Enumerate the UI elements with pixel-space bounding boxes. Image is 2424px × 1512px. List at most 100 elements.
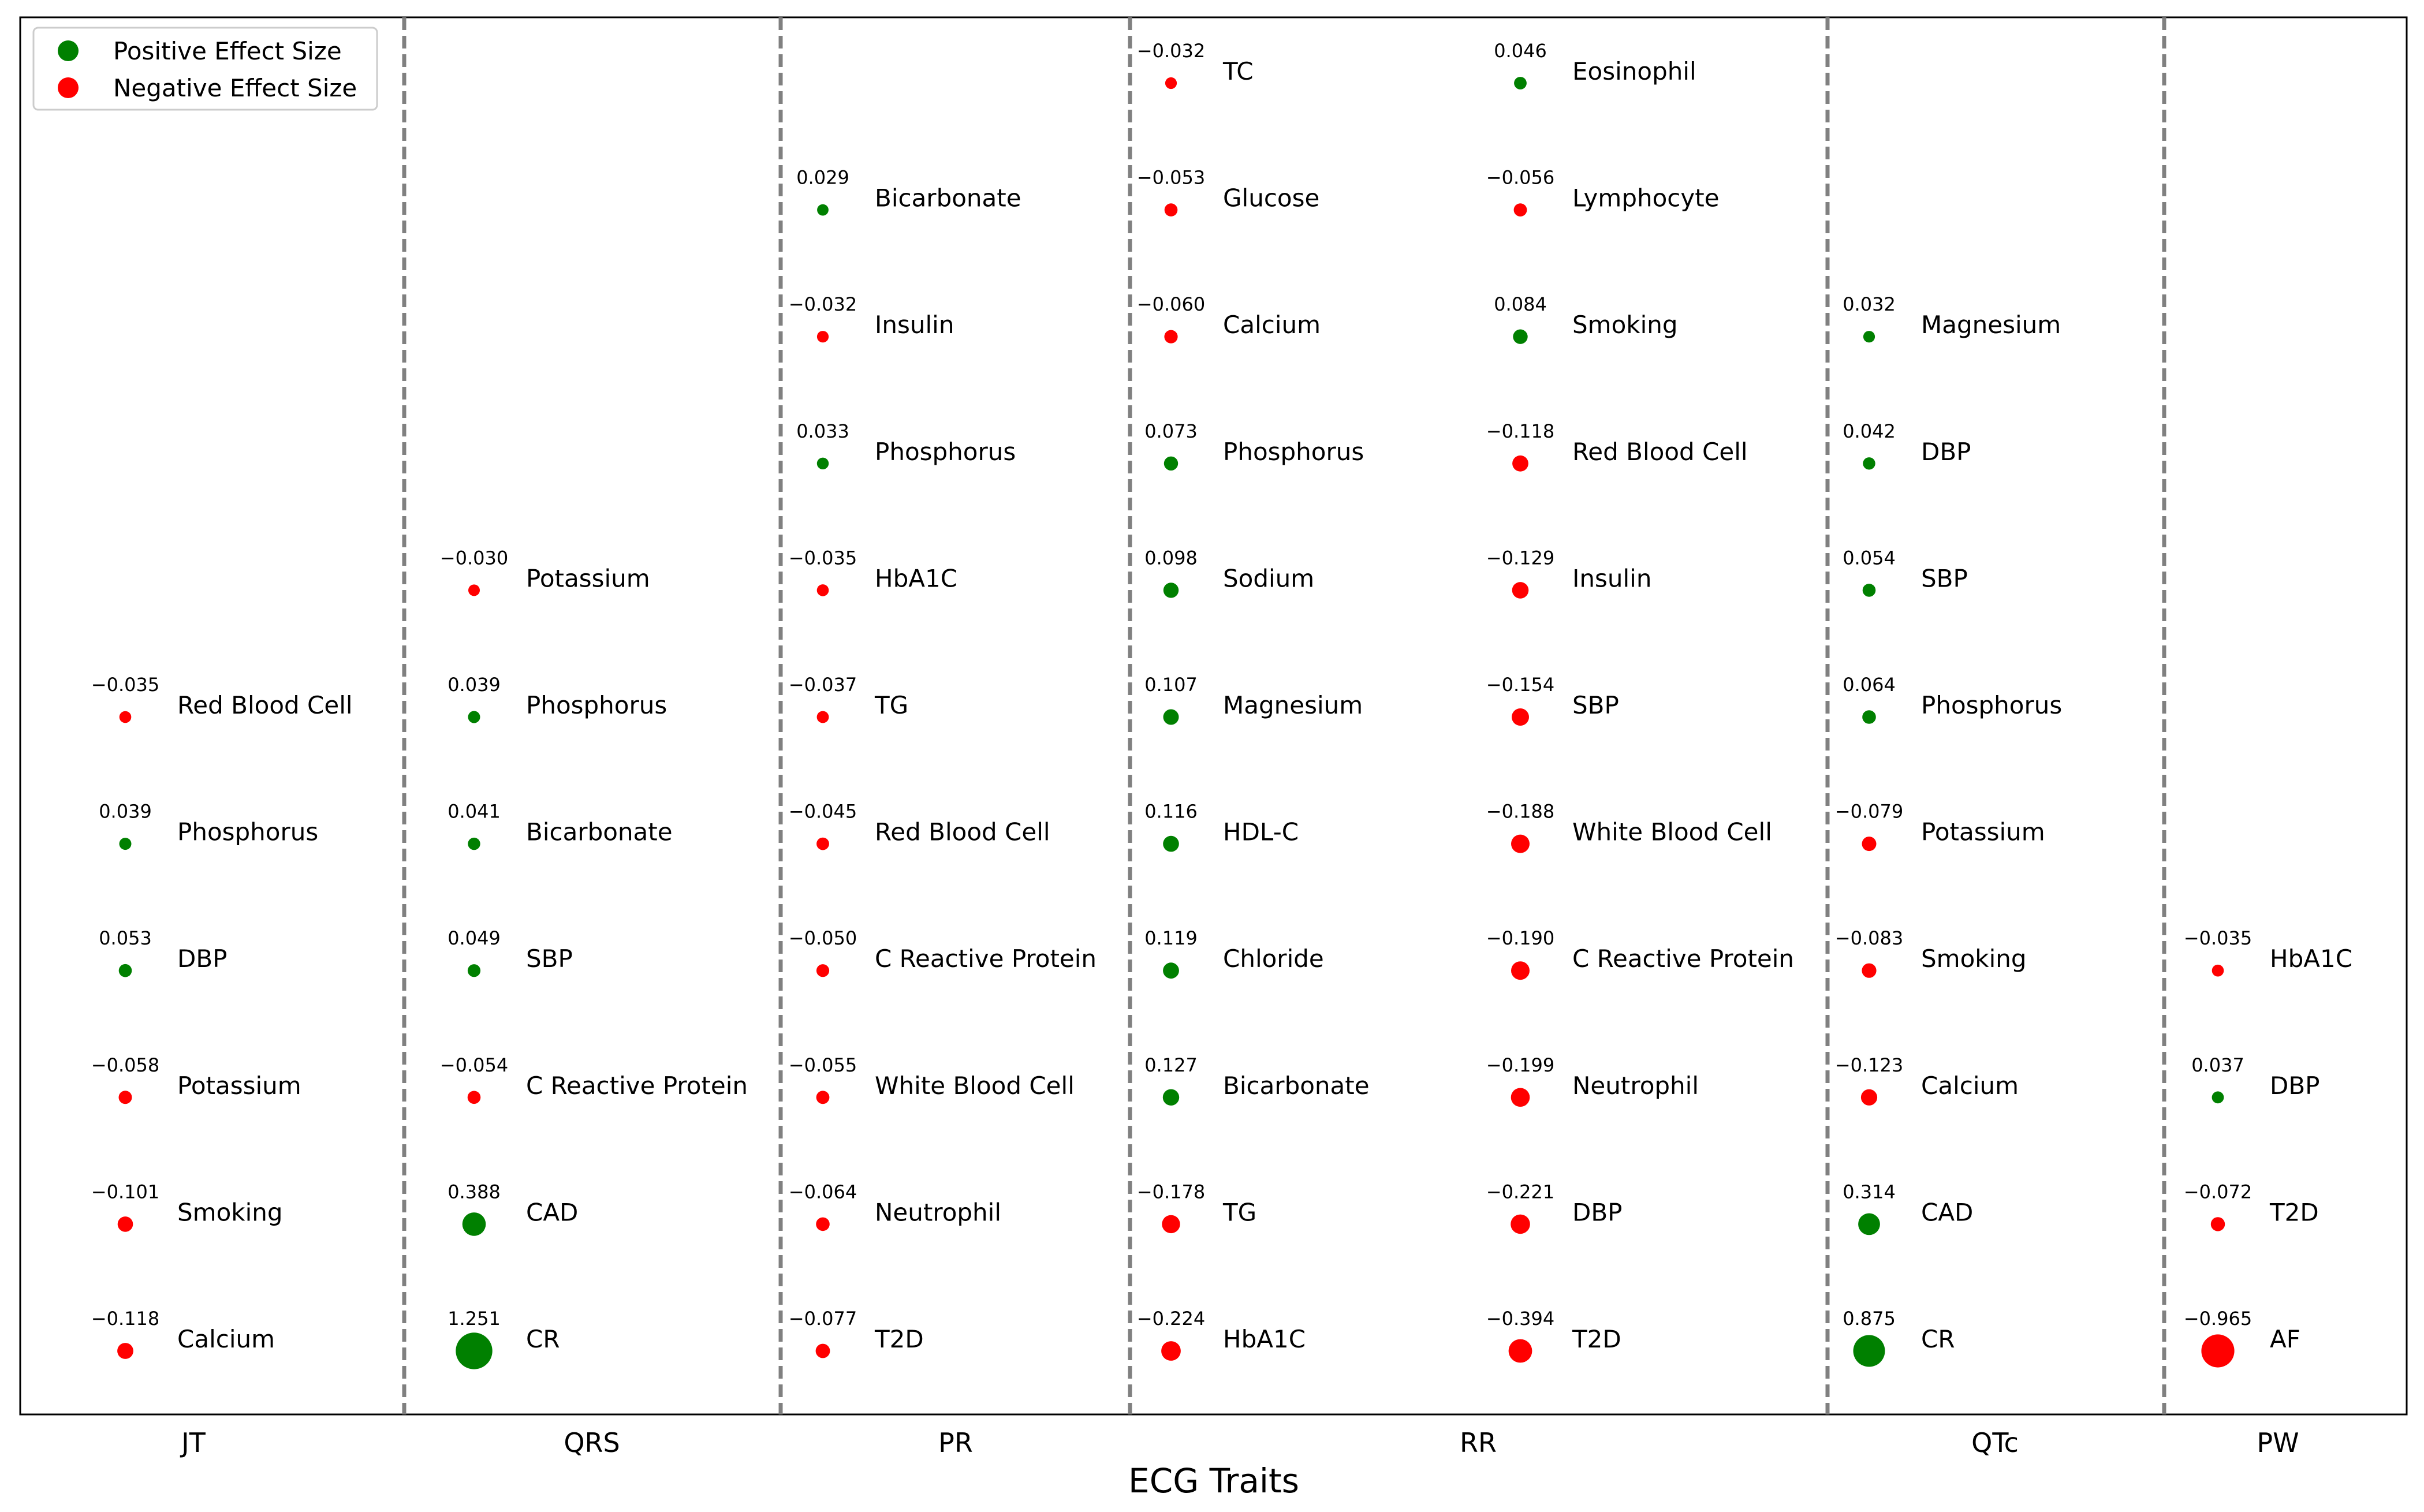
- data-point-label: Potassium: [526, 564, 650, 592]
- x-tick-label: QRS: [564, 1427, 620, 1458]
- data-point-value: −0.188: [1486, 801, 1554, 823]
- data-point: [1512, 582, 1529, 599]
- data-point: [816, 711, 829, 723]
- data-point-value: 0.116: [1144, 801, 1198, 823]
- data-point-value: 0.084: [1494, 293, 1547, 315]
- data-point: [118, 964, 132, 977]
- data-point-label: SBP: [1572, 691, 1619, 719]
- data-point-value: 0.875: [1843, 1308, 1896, 1330]
- legend-box: [32, 27, 378, 111]
- data-point-value: −0.064: [789, 1181, 857, 1203]
- data-point-label: DBP: [2270, 1072, 2319, 1100]
- data-point: [1862, 584, 1876, 597]
- x-axis-title: ECG Traits: [1128, 1461, 1299, 1500]
- data-point-label: Red Blood Cell: [875, 818, 1050, 846]
- data-point-value: 0.037: [2191, 1054, 2244, 1076]
- data-point-value: −0.178: [1137, 1181, 1205, 1203]
- legend-positive-marker: [58, 40, 79, 61]
- data-point-value: −0.123: [1835, 1054, 1903, 1076]
- group-dividers: [402, 17, 2166, 1414]
- data-point-label: HDL-C: [1223, 818, 1299, 846]
- data-point: [118, 1091, 132, 1104]
- data-point: [1858, 1213, 1880, 1235]
- data-point-value: 0.039: [447, 674, 501, 696]
- data-point: [2212, 964, 2224, 977]
- data-point-value: −0.221: [1486, 1181, 1554, 1203]
- data-point-label: Red Blood Cell: [177, 691, 353, 719]
- data-point-label: Calcium: [1921, 1072, 2019, 1100]
- data-point-value: 0.098: [1144, 547, 1198, 569]
- data-point: [1860, 1089, 1878, 1106]
- data-point-label: SBP: [526, 944, 573, 973]
- data-point-value: −0.224: [1137, 1308, 1205, 1330]
- data-point: [1511, 961, 1530, 980]
- legend-positive-label: Positive Effect Size: [113, 37, 342, 65]
- data-point-value: −0.045: [789, 801, 857, 823]
- data-point-value: 0.053: [99, 927, 152, 949]
- data-point: [1163, 709, 1179, 725]
- data-point: [467, 964, 481, 977]
- data-point-label: HbA1C: [1223, 1325, 1306, 1353]
- legend-negative-marker: [58, 77, 79, 98]
- x-axis-ticks: JT QRS PR RR QTc PW: [180, 1427, 2299, 1458]
- data-point-value: 0.039: [99, 801, 152, 823]
- data-point-value: 0.033: [796, 420, 849, 442]
- data-point-value: 0.107: [1144, 674, 1198, 696]
- data-point-label: Insulin: [1572, 564, 1651, 592]
- data-point-value: −0.118: [1486, 420, 1554, 442]
- data-point-label: Phosphorus: [177, 818, 318, 846]
- data-point-label: Bicarbonate: [1223, 1072, 1370, 1100]
- data-point-label: Smoking: [1921, 944, 2027, 973]
- data-point-label: Calcium: [177, 1325, 275, 1353]
- data-point-label: White Blood Cell: [1572, 818, 1772, 846]
- data-point-value: −0.083: [1835, 927, 1903, 949]
- x-tick-label: JT: [180, 1427, 206, 1458]
- data-point: [816, 964, 830, 977]
- data-point-value: 1.251: [447, 1308, 501, 1330]
- data-point: [467, 1091, 481, 1104]
- data-point-label: Magnesium: [1921, 311, 2061, 339]
- data-point-label: Lymphocyte: [1572, 184, 1720, 212]
- data-point-label: Neutrophil: [1572, 1072, 1699, 1100]
- data-point: [1508, 1339, 1532, 1363]
- data-points: −0.118 Calcium −0.101 Smoking −0.058 Potassiu…: [91, 40, 2352, 1369]
- data-point-value: −0.965: [2184, 1308, 2252, 1330]
- data-point-value: −0.056: [1486, 167, 1554, 189]
- data-point-label: CR: [1921, 1325, 1955, 1353]
- data-point-label: Red Blood Cell: [1572, 438, 1748, 466]
- data-point-label: HbA1C: [2270, 944, 2352, 973]
- data-point-value: −0.035: [789, 547, 857, 569]
- data-point: [1511, 1214, 1530, 1234]
- data-point-label: Phosphorus: [1921, 691, 2062, 719]
- data-point-value: 0.054: [1843, 547, 1896, 569]
- data-point-label: Bicarbonate: [526, 818, 673, 846]
- data-point-value: 0.041: [447, 801, 501, 823]
- data-point-label: C Reactive Protein: [875, 944, 1097, 973]
- data-point-label: TG: [1222, 1198, 1256, 1226]
- data-point-value: 0.064: [1843, 674, 1896, 696]
- data-point-label: Smoking: [1572, 311, 1678, 339]
- data-point: [2212, 1091, 2224, 1104]
- data-point-value: −0.054: [440, 1054, 508, 1076]
- data-point: [816, 584, 829, 596]
- data-point-label: Phosphorus: [526, 691, 667, 719]
- x-tick-label: PR: [938, 1427, 973, 1458]
- data-point: [816, 457, 829, 469]
- data-point-label: T2D: [2269, 1198, 2319, 1226]
- data-point: [117, 1343, 133, 1359]
- data-point-value: −0.077: [789, 1308, 857, 1330]
- data-point-label: Smoking: [177, 1198, 283, 1226]
- data-point: [1862, 837, 1877, 852]
- data-point-label: AF: [2270, 1325, 2300, 1353]
- data-point-label: Bicarbonate: [875, 184, 1021, 212]
- data-point: [1161, 1341, 1181, 1361]
- data-point-label: TC: [1222, 57, 1254, 85]
- data-point-value: −0.058: [91, 1054, 159, 1076]
- x-tick-label: QTc: [1971, 1427, 2019, 1458]
- data-point-value: −0.154: [1486, 674, 1554, 696]
- data-point-value: −0.035: [91, 674, 159, 696]
- data-point-label: Potassium: [1921, 818, 2045, 846]
- data-point: [1513, 329, 1528, 344]
- data-point-label: Sodium: [1223, 564, 1314, 592]
- data-point-label: CAD: [526, 1198, 578, 1226]
